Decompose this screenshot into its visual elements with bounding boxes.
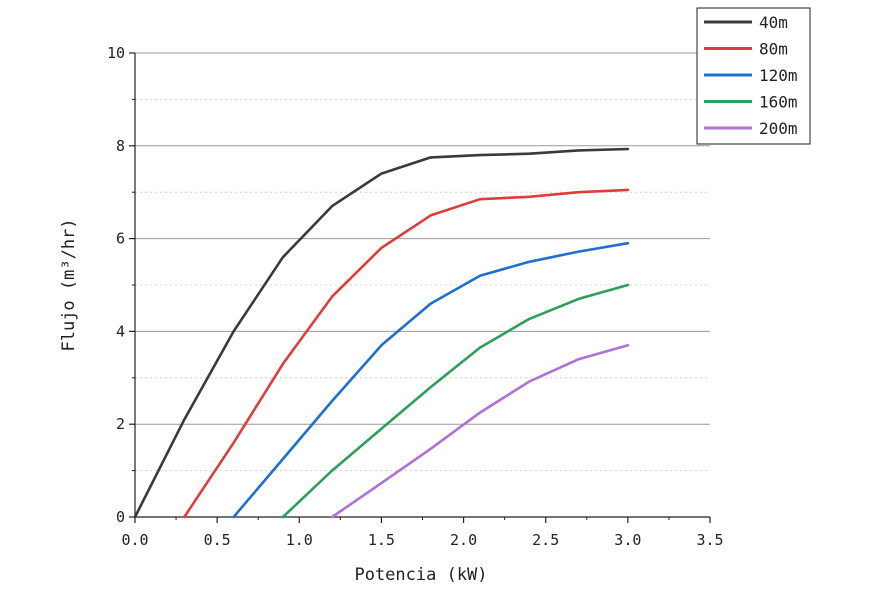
y-tick-label: 8 bbox=[116, 137, 125, 155]
y-tick-label: 6 bbox=[116, 230, 125, 248]
legend-label-200m: 200m bbox=[759, 119, 798, 138]
x-tick-label: 1.0 bbox=[286, 531, 313, 549]
x-tick-label: 2.0 bbox=[450, 531, 477, 549]
series-line-40m bbox=[133, 147, 630, 519]
y-tick-label: 4 bbox=[116, 322, 125, 340]
x-tick-label: 1.5 bbox=[368, 531, 395, 549]
x-tick-label: 2.5 bbox=[532, 531, 559, 549]
series-line-200m bbox=[330, 343, 630, 519]
grid-lines bbox=[135, 52, 710, 472]
series-line-160m bbox=[281, 283, 630, 519]
legend: 40m 80m 120m 160m 200m bbox=[696, 7, 811, 145]
legend-label-80m: 80m bbox=[759, 40, 788, 59]
y-tick-label: 0 bbox=[116, 508, 125, 526]
x-tick-label: 0.0 bbox=[121, 531, 148, 549]
x-tick-label: 0.5 bbox=[204, 531, 231, 549]
legend-label-120m: 120m bbox=[759, 66, 798, 85]
y-axis-title: Flujo (m³/hr) bbox=[59, 218, 79, 351]
series-line-80m bbox=[183, 188, 630, 519]
y-tick-label: 10 bbox=[107, 44, 125, 62]
series-lines bbox=[133, 147, 630, 519]
legend-label-40m: 40m bbox=[759, 13, 788, 32]
series-line-120m bbox=[232, 241, 630, 519]
legend-label-160m: 160m bbox=[759, 93, 798, 112]
x-tick-label: 3.0 bbox=[614, 531, 641, 549]
axis-ticks: 0 2 4 6 8 10 0.0 0.5 1.0 1.5 2.0 2.5 3.0 3.5 bbox=[107, 44, 724, 549]
y-tick-label: 2 bbox=[116, 415, 125, 433]
x-tick-label: 3.5 bbox=[696, 531, 723, 549]
x-axis-title: Potencia (kW) bbox=[354, 565, 487, 585]
